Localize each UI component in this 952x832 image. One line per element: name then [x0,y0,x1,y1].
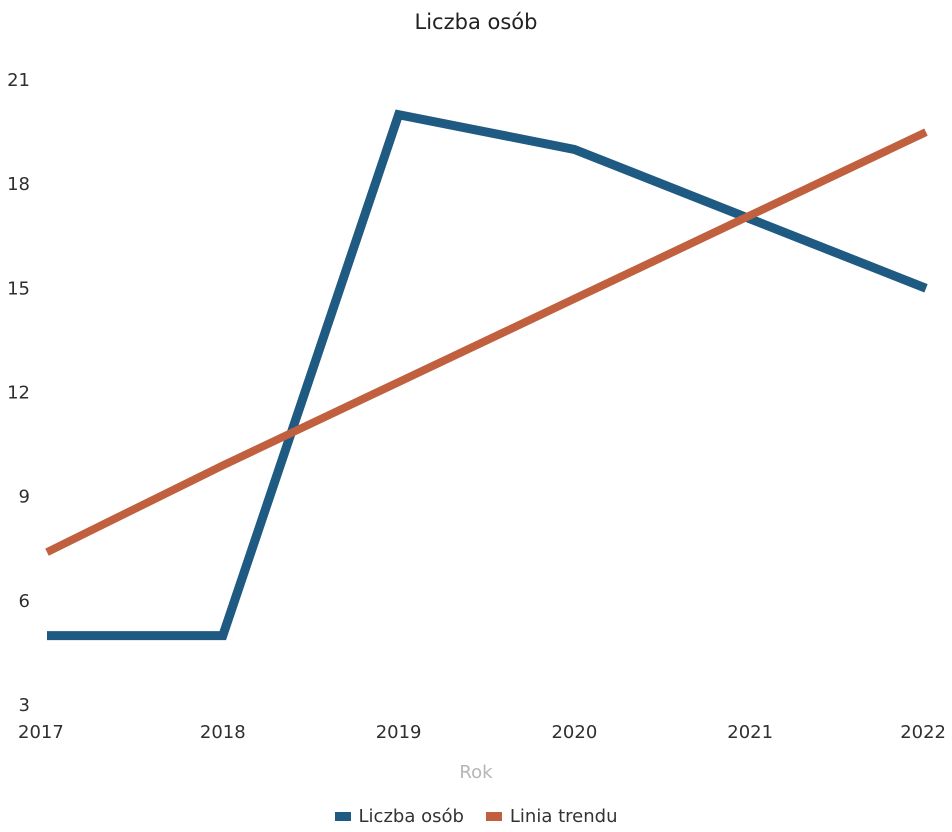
legend-item-series-1[interactable]: Liczba osób [334,806,464,827]
series-line-2 [45,128,928,556]
x-tick-label: 2021 [727,722,773,743]
y-tick-label: 21 [7,70,30,91]
y-tick-label: 9 [19,487,30,508]
legend: Liczba osób Linia trendu [0,806,952,827]
x-tick-label: 2017 [18,722,64,743]
x-tick-label: 2018 [200,722,246,743]
legend-item-series-2[interactable]: Linia trendu [485,806,618,827]
y-tick-label: 15 [7,278,30,299]
chart-title: Liczba osób [414,10,538,34]
legend-swatch [485,812,502,821]
y-tick-label: 18 [7,174,30,195]
x-tick-label: 2022 [900,722,946,743]
x-axis: 2017 2018 2019 2020 2021 2022 [18,722,946,743]
y-tick-label: 6 [19,591,30,612]
legend-swatch [334,812,351,821]
x-tick-label: 2020 [551,722,597,743]
series-line-1 [47,109,928,641]
y-tick-label: 12 [7,383,30,404]
y-axis: 3 6 9 12 15 18 21 [7,70,30,716]
x-tick-label: 2019 [376,722,422,743]
x-axis-label: Rok [459,762,493,783]
series-lines [45,109,928,641]
legend-label: Liczba osób [358,806,464,827]
legend-label: Linia trendu [509,806,618,827]
y-tick-label: 3 [19,695,30,716]
